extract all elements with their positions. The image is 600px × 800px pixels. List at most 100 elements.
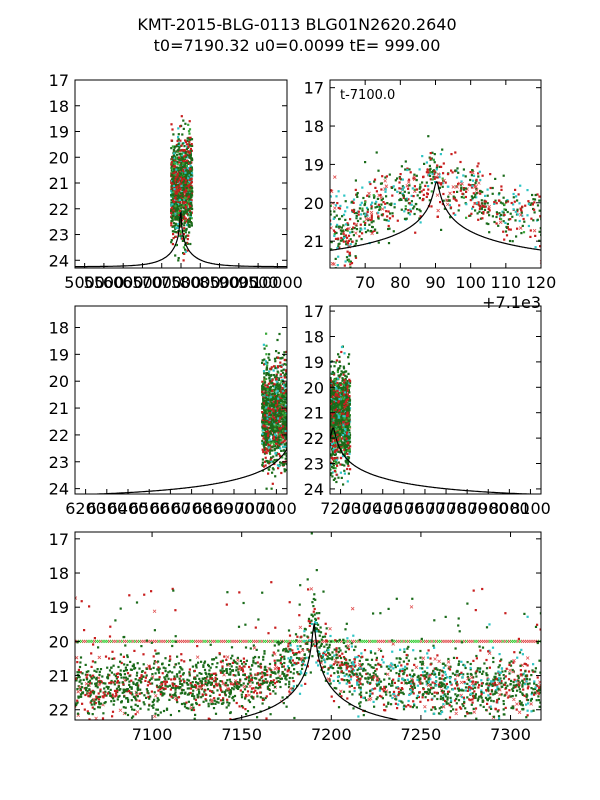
data-point (189, 136, 192, 139)
data-point (374, 206, 377, 209)
data-point (498, 212, 501, 215)
data-point (330, 420, 332, 423)
data-point (538, 230, 541, 233)
data-point (181, 154, 184, 157)
data-point (181, 205, 184, 208)
data-point (335, 458, 338, 461)
data-point (512, 203, 515, 206)
data-point (178, 198, 181, 201)
data-point (282, 395, 285, 398)
data-point (516, 208, 519, 211)
data-point (180, 163, 183, 166)
y-tick-label: 19 (304, 155, 324, 174)
data-point (181, 169, 185, 172)
data-point (177, 180, 180, 183)
data-point (175, 157, 178, 160)
data-point (511, 240, 514, 243)
data-point (330, 189, 333, 192)
data-point (189, 200, 192, 203)
data-point (280, 443, 283, 446)
data-point (349, 260, 352, 263)
data-point (274, 452, 278, 455)
data-point (361, 207, 364, 210)
data-point (334, 204, 337, 207)
data-point (277, 417, 280, 420)
data-point (279, 461, 282, 464)
data-point (460, 180, 463, 183)
data-point (273, 413, 276, 416)
data-point (345, 419, 348, 422)
data-point (355, 211, 359, 214)
data-point (345, 407, 349, 410)
data-point (332, 403, 335, 406)
data-point (278, 408, 281, 411)
data-point (460, 188, 463, 191)
data-point (275, 384, 278, 387)
data-point (276, 389, 279, 392)
data-point (261, 380, 264, 383)
data-point (184, 243, 187, 247)
data-point (346, 403, 349, 406)
data-point (191, 144, 194, 147)
data-point (170, 206, 173, 209)
data-point (267, 443, 270, 446)
data-point (470, 174, 473, 177)
data-point (336, 436, 339, 440)
data-point (285, 394, 287, 397)
data-point (174, 212, 177, 215)
data-point (424, 184, 427, 187)
data-point (181, 219, 184, 222)
data-point (274, 475, 277, 478)
data-point (346, 250, 349, 253)
data-point (170, 161, 174, 164)
data-point (262, 383, 265, 386)
data-point (266, 402, 269, 405)
data-point (426, 192, 429, 195)
data-point (190, 199, 193, 202)
data-point (450, 153, 453, 156)
data-point (418, 168, 421, 171)
data-point (373, 180, 376, 183)
data-point (365, 206, 369, 209)
data-point (180, 161, 183, 164)
y-tick-label: 18 (49, 318, 69, 337)
data-point (265, 487, 268, 490)
data-point (483, 205, 486, 208)
data-point (183, 227, 186, 230)
data-point (177, 211, 180, 214)
data-point (405, 217, 408, 220)
data-point (173, 162, 176, 165)
data-point (403, 190, 406, 193)
data-point (261, 420, 264, 424)
data-point (172, 222, 176, 225)
data-point (337, 432, 340, 435)
data-point (346, 411, 349, 414)
data-point (515, 235, 518, 238)
data-point (333, 175, 337, 179)
data-point (475, 192, 478, 195)
data-point (448, 204, 451, 207)
data-point (343, 391, 347, 394)
data-point (483, 202, 487, 205)
data-point (180, 180, 183, 183)
data-point (334, 445, 337, 448)
x-tick-label: 8500 (199, 273, 240, 292)
data-point (495, 202, 498, 205)
data-point (331, 471, 334, 474)
data-point (265, 448, 268, 451)
data-point (334, 428, 337, 432)
data-point (184, 217, 187, 220)
data-point (513, 200, 516, 203)
data-point (330, 392, 332, 395)
data-point (340, 418, 343, 422)
data-point (277, 429, 280, 432)
data-point (269, 410, 272, 413)
data-point (338, 413, 341, 416)
data-point (280, 431, 283, 434)
data-point (502, 196, 505, 199)
data-point (282, 383, 286, 386)
data-point (268, 379, 271, 382)
data-point (173, 152, 176, 155)
data-point (489, 186, 492, 190)
data-point (387, 242, 391, 245)
